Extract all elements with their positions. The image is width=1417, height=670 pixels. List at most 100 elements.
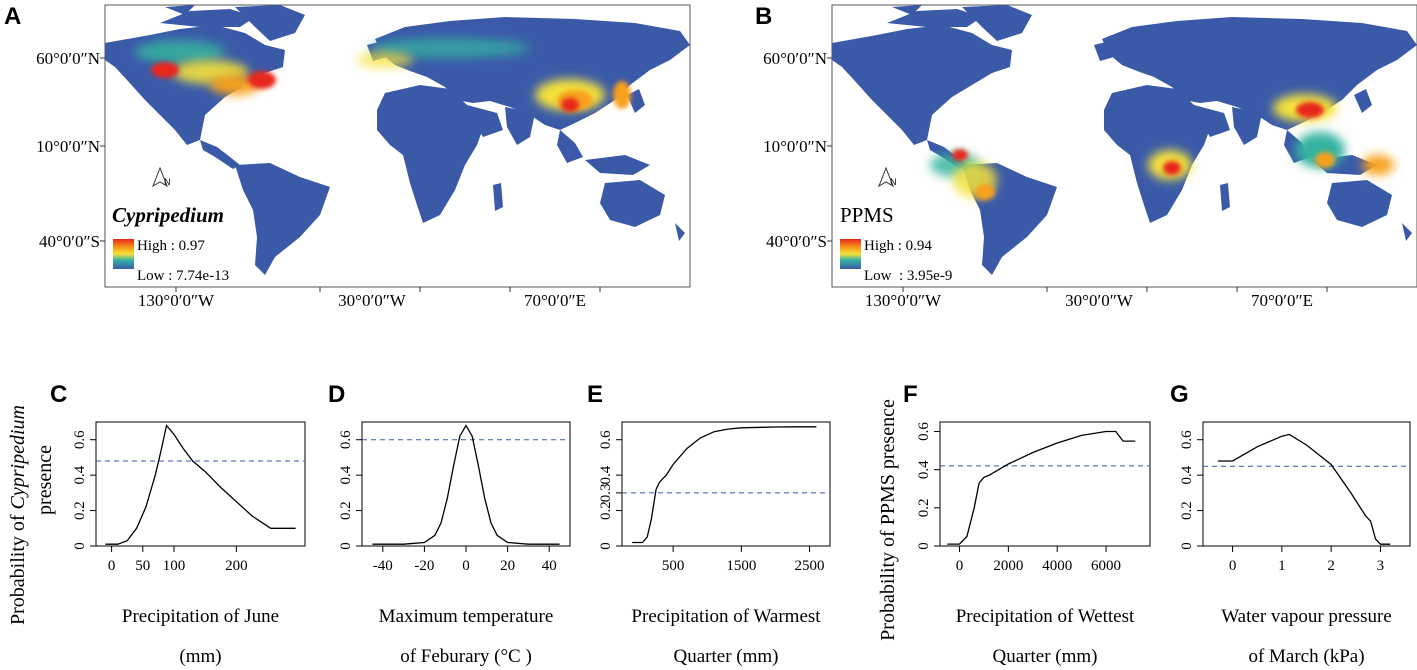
- x-axis-label-line2-d: of Feburary (°C ): [400, 646, 532, 667]
- map-panel-b: B N PPMS High : 0.94 Low : 3.95e-9 60°0′…: [755, 3, 1417, 310]
- x-axis-label-f: Precipitation of Wettest: [956, 606, 1135, 627]
- response-curve-e: [632, 426, 817, 544]
- response-curve-f: [947, 430, 1136, 545]
- x-tick-label-e: 500: [662, 558, 685, 574]
- chart-panel-e: E 500 1500 2500 0 0.20.30.4 0.6 Precipitation o…: [587, 381, 831, 667]
- y-tick-label-f: 0: [916, 542, 932, 550]
- y-tick-label-e: 0.4: [598, 465, 614, 484]
- species-label-a: Cypripedium: [112, 203, 224, 227]
- x-axis-label-line2-e: Quarter (mm): [674, 646, 779, 667]
- lat-label-b-60n: 60°0′0″N: [763, 49, 827, 68]
- x-tick-label-g: 0: [1229, 558, 1237, 574]
- y-tick-label-d: 0.2: [338, 501, 354, 520]
- panel-label-a: A: [4, 3, 21, 30]
- plot-frame-c: [95, 421, 306, 547]
- y-tick-label-e: 0.3: [598, 483, 614, 502]
- species-label-b: PPMS: [840, 203, 894, 227]
- y-tick-label-d: 0.6: [338, 430, 354, 449]
- y-tick-label-c: 0.2: [72, 501, 88, 520]
- x-tick-label-g: 3: [1377, 558, 1385, 574]
- x-tick-label-c: 100: [163, 558, 186, 574]
- x-tick-label-c: 50: [135, 558, 150, 574]
- x-tick-label-e: 2500: [795, 558, 825, 574]
- lon-label-b-70e: 70°0′0″E: [1251, 291, 1313, 310]
- x-tick-label-d: 0: [462, 558, 470, 574]
- x-tick-label-g: 2: [1327, 558, 1335, 574]
- y-tick-label-f: 0.2: [916, 498, 932, 517]
- x-axis-label-line2-g: of March (kPa): [1248, 646, 1364, 667]
- chart-panel-f: F 0 2000 4000 6000 0 0.2 0.4 0.6 Precipitation of…: [903, 381, 1151, 667]
- y-tick-label-g: 0.4: [1179, 465, 1195, 484]
- response-curve-g: [1217, 433, 1391, 545]
- lon-label-a-30w: 30°0′0″W: [338, 291, 407, 310]
- plot-frame-d: [361, 421, 571, 547]
- x-axis-label-c: Precipitation of June: [122, 606, 279, 627]
- legend-high-a: High : 0.97: [137, 238, 205, 254]
- chart-panel-d: D -40 -20 0 20 40 0 0.2 0.4 0.6 Maximum temperatur…: [328, 381, 571, 667]
- y-tick-label-e: 0.2: [598, 501, 614, 520]
- chart-panel-g: G 0 1 2 3 0 0.2 0.4 0.6 Water vapour pressure of M…: [1170, 381, 1411, 667]
- x-tick-label-e: 1500: [726, 558, 756, 574]
- lat-label-a-40s: 40°0′0″S: [39, 232, 100, 251]
- svg-text:N: N: [890, 177, 897, 187]
- panel-label-c: C: [50, 381, 67, 408]
- x-axis-label-e: Precipitation of Warmest: [631, 606, 821, 627]
- y-tick-label-f: 0.6: [916, 422, 932, 441]
- suitability-hotspots-b: [930, 94, 1394, 200]
- x-tick-label-f: 6000: [1091, 558, 1121, 574]
- legend-ramp-b: [840, 239, 861, 269]
- x-tick-label-d: 40: [542, 558, 557, 574]
- lon-label-a-70e: 70°0′0″E: [524, 291, 586, 310]
- lon-label-a-130w: 130°0′0″W: [138, 291, 215, 310]
- map-ticks-a: [100, 57, 601, 292]
- y-tick-label-d: 0.4: [338, 465, 354, 484]
- lon-label-b-30w: 30°0′0″W: [1065, 291, 1134, 310]
- svg-text:N: N: [164, 177, 171, 187]
- chart-panel-c: C 0 50 100 200 0 0.2 0.4 0.6 Precipitation of Jun…: [50, 381, 306, 667]
- y-tick-label-f: 0.4: [916, 460, 932, 479]
- y-tick-label-d: 0: [338, 542, 354, 550]
- x-tick-label-c: 0: [108, 558, 116, 574]
- map-ticks-b: [827, 57, 1328, 292]
- y-label-left-line2: presence: [34, 445, 56, 515]
- x-tick-label-f: 4000: [1042, 558, 1072, 574]
- y-label-left-line1: Probability of Cypripedium: [7, 405, 29, 625]
- panel-label-e: E: [587, 381, 603, 408]
- plot-frame-f: [939, 421, 1151, 547]
- x-axis-label-d: Maximum temperature: [379, 606, 554, 627]
- y-tick-label-g: 0.2: [1179, 501, 1195, 520]
- legend-ramp-a: [113, 239, 134, 269]
- x-tick-label-d: -40: [373, 558, 393, 574]
- y-tick-label-c: 0.6: [72, 430, 88, 449]
- x-tick-label-c: 200: [225, 558, 248, 574]
- y-tick-label-g: 0: [1179, 542, 1195, 550]
- response-curve-d: [372, 424, 560, 545]
- x-tick-label-f: 0: [956, 558, 964, 574]
- lat-label-a-60n: 60°0′0″N: [36, 49, 100, 68]
- x-axis-label-line2-c: (mm): [179, 646, 221, 667]
- x-tick-label-g: 1: [1278, 558, 1286, 574]
- legend-low-a: Low : 7.74e-13: [137, 268, 229, 284]
- plot-frame-e: [621, 421, 831, 547]
- x-tick-label-d: -20: [414, 558, 434, 574]
- plot-frame-g: [1202, 421, 1411, 547]
- x-tick-label-f: 2000: [993, 558, 1023, 574]
- north-arrow-b: N: [878, 166, 897, 188]
- y-tick-label-c: 0.4: [72, 465, 88, 484]
- panel-label-b: B: [755, 3, 772, 30]
- y-tick-label-e: 0.6: [598, 430, 614, 449]
- legend-low-b: Low : 3.95e-9: [864, 268, 952, 284]
- x-tick-label-d: 20: [500, 558, 515, 574]
- y-tick-label-c: 0: [72, 542, 88, 550]
- north-arrow-a: N: [152, 166, 171, 188]
- panel-label-d: D: [328, 381, 345, 408]
- y-tick-label-e: 0: [598, 542, 614, 550]
- map-panel-a: A N Cypripedium High : 0.97 Low : 7.74e-…: [4, 3, 691, 310]
- lat-label-a-10n: 10°0′0″N: [36, 137, 100, 156]
- y-tick-label-g: 0.6: [1179, 430, 1195, 449]
- lon-label-b-130w: 130°0′0″W: [865, 291, 942, 310]
- x-axis-label-g: Water vapour pressure: [1221, 606, 1391, 627]
- lat-label-b-10n: 10°0′0″N: [763, 137, 827, 156]
